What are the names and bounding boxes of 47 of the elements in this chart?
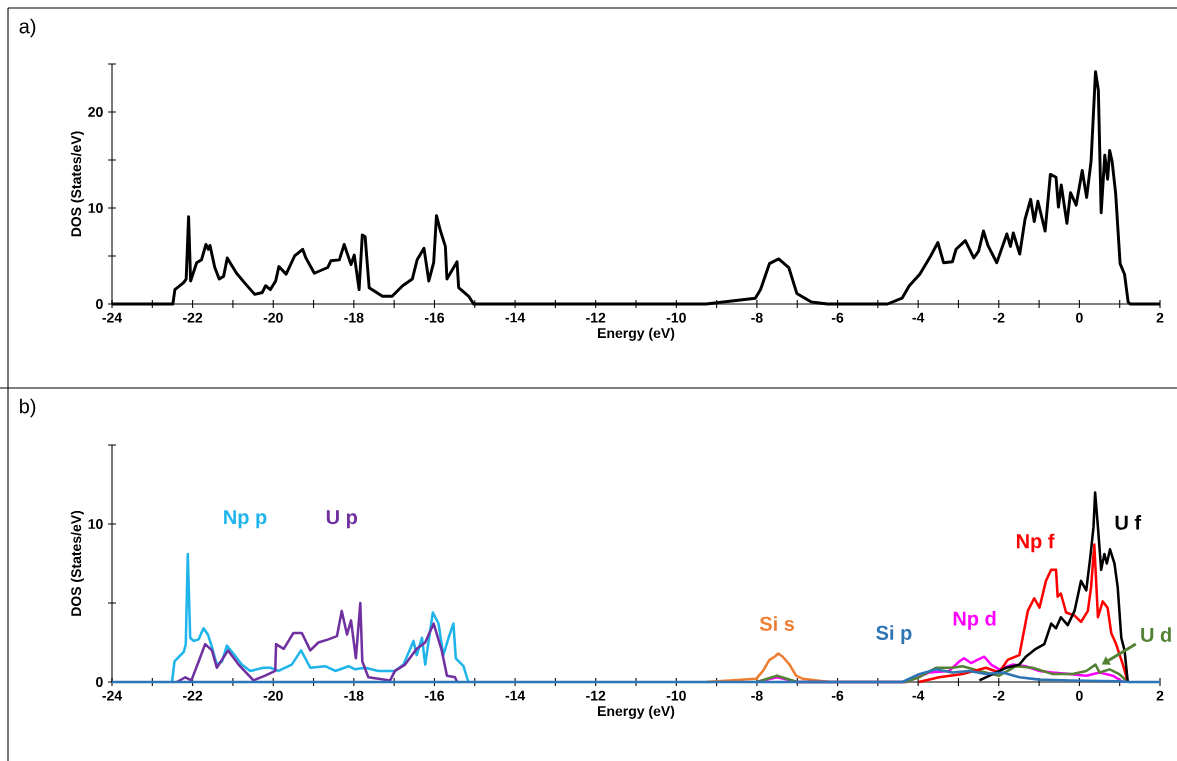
x-tick-label: -6 — [831, 690, 844, 701]
x-tick-label: -18 — [344, 690, 364, 701]
x-tick-label: -20 — [263, 312, 283, 323]
y-axis-title: DOS (States/eV) — [70, 510, 84, 616]
x-tick-label: -16 — [424, 690, 445, 701]
x-tick-label: -4 — [912, 312, 925, 323]
series-label: U d — [1141, 627, 1171, 642]
x-tick-label: -4 — [912, 690, 925, 701]
x-tick-label: -8 — [751, 312, 763, 323]
y-tick-label: 0 — [96, 677, 103, 687]
x-axis-title: Energy (eV) — [598, 705, 675, 719]
text: Np p — [224, 510, 267, 529]
text: a) — [19, 18, 36, 38]
x-tick-label: -14 — [505, 690, 526, 701]
series-label: Si s — [759, 616, 795, 631]
y-tick-label: 10 — [88, 203, 103, 213]
x-tick-label: -14 — [505, 312, 526, 323]
x-tick-label: 0 — [1076, 312, 1083, 323]
y-tick-label: 20 — [88, 107, 103, 117]
x-tick-label: -10 — [666, 690, 686, 701]
x-tick-label: -2 — [993, 690, 1005, 701]
x-tick-label: -2 — [993, 312, 1005, 323]
series-label: Np d — [953, 611, 996, 630]
series-label: Si p — [876, 625, 912, 644]
x-tick-label: -24 — [102, 312, 123, 323]
x-tick-label: -6 — [831, 312, 844, 323]
x-tick-label: -18 — [344, 312, 364, 323]
x-tick-label: -22 — [183, 312, 203, 323]
series-label: Np f — [1016, 533, 1055, 553]
x-tick-label: -20 — [263, 690, 283, 701]
x-tick-label: -24 — [102, 690, 123, 701]
y-axis-title: DOS (States/eV) — [70, 131, 84, 237]
y-tick-label: 10 — [88, 519, 103, 529]
x-tick-label: -22 — [183, 690, 203, 701]
x-tick-label: 2 — [1156, 690, 1164, 701]
series-label: U f — [1115, 515, 1142, 530]
text: U p — [326, 510, 358, 529]
x-tick-label: -10 — [666, 312, 686, 323]
x-tick-label: -16 — [424, 312, 445, 323]
x-tick-label: -8 — [751, 690, 763, 701]
x-axis-title: Energy (eV) — [598, 327, 675, 341]
y-tick-label: 0 — [96, 299, 103, 309]
x-tick-label: 0 — [1076, 690, 1083, 701]
x-tick-label: -12 — [586, 312, 606, 323]
x-tick-label: -12 — [586, 690, 606, 701]
text: b) — [20, 398, 36, 418]
x-tick-label: 2 — [1156, 312, 1164, 323]
